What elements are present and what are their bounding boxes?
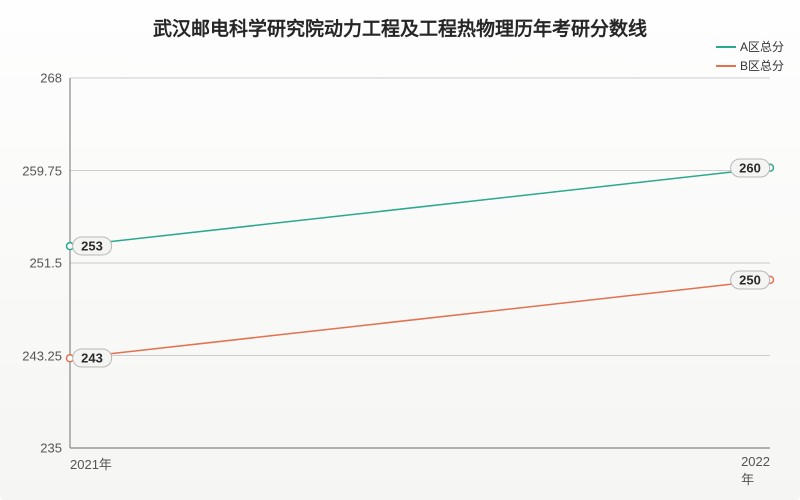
plot-area: 235243.25251.5259.75268 2021年2022年 25326…: [70, 78, 770, 448]
gridlines: [70, 78, 770, 448]
chart-container: 武汉邮电科学研究院动力工程及工程热物理历年考研分数线 A区总分 B区总分 235…: [0, 0, 800, 500]
y-tick-label: 235: [40, 441, 70, 456]
legend-label-a: A区总分: [740, 38, 784, 55]
y-tick-label: 243.25: [22, 348, 70, 363]
y-tick-label: 268: [40, 71, 70, 86]
legend-swatch-b: [716, 65, 736, 67]
chart-title: 武汉邮电科学研究院动力工程及工程热物理历年考研分数线: [0, 0, 800, 41]
point-label: 243: [72, 349, 112, 368]
x-tick-label: 2022年: [741, 448, 770, 488]
point-label: 250: [730, 270, 770, 289]
y-tick-label: 251.5: [29, 256, 70, 271]
legend-swatch-a: [716, 46, 736, 48]
point-label: 253: [72, 237, 112, 256]
plot-svg: [70, 78, 770, 448]
legend-item-b: B区总分: [716, 57, 784, 74]
legend: A区总分 B区总分: [716, 38, 784, 76]
legend-item-a: A区总分: [716, 38, 784, 55]
x-tick-label: 2021年: [70, 448, 112, 473]
y-tick-label: 259.75: [22, 163, 70, 178]
point-label: 260: [730, 158, 770, 177]
legend-label-b: B区总分: [740, 57, 784, 74]
